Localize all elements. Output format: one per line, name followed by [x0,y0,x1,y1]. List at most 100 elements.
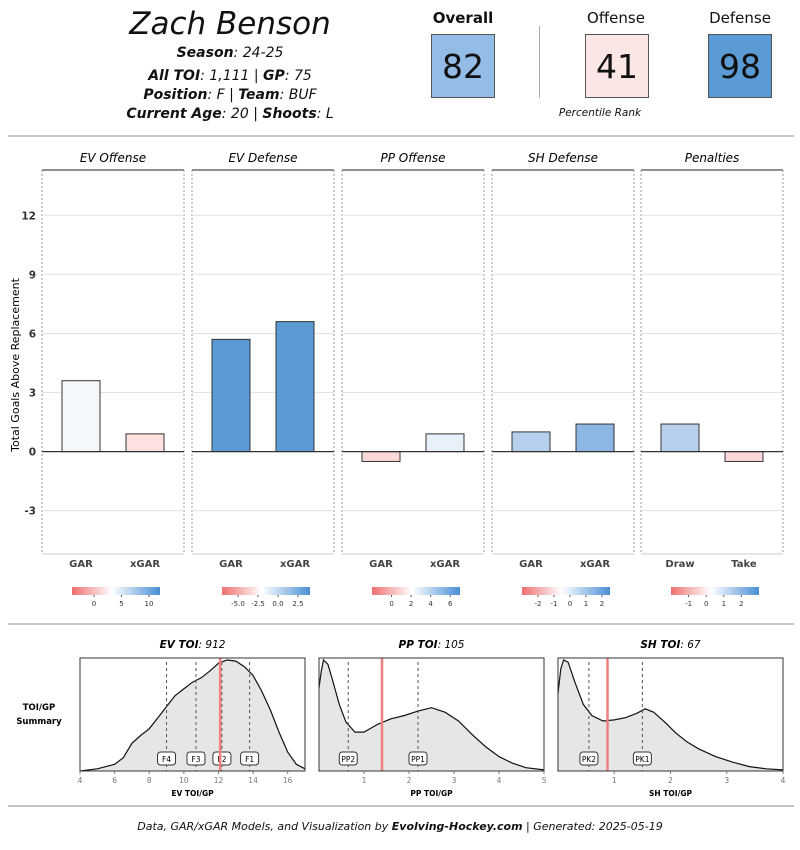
footer: Data, GAR/xGAR Models, and Visualization… [0,820,800,833]
legend-tick-label: 1 [722,600,726,608]
gp-label: GP [263,68,285,84]
line-marker-box [186,751,206,766]
offense-label: Offense [587,9,645,27]
x-axis-tick-label: 6 [112,776,117,785]
bar-gar [361,451,401,462]
legend-tick-label: 2 [409,600,413,608]
footer-prefix: Data, GAR/xGAR Models, and Visualization… [137,820,392,833]
density-curve [557,659,784,771]
panel-title: PP Offense [380,151,445,165]
x-tick-label: GAR [69,559,93,570]
line-marker-label: F4 [162,755,171,764]
legend-tick-label: -2 [535,600,542,608]
panel-title: Penalties [685,151,740,165]
y-axis-label: Total Goals Above Replacement [9,277,22,452]
line-marker-box [157,751,177,766]
team-label: Team [238,87,280,103]
season-value: : 24-25 [233,45,284,61]
age-label: Current Age [126,106,222,122]
x-axis-tick-label: 4 [78,776,83,785]
x-axis-tick-label: 4 [781,776,786,785]
x-axis-tick-label: 3 [724,776,729,785]
position-team-line: Position: F | Team: BUF [60,87,400,103]
toi-gp-line: All TOI: 1,111 | GP: 75 [60,68,400,84]
legend-tick-label: -2.5 [251,600,265,608]
bar-gar [61,380,101,453]
legend-tick-label: 10 [145,600,154,608]
density-area [80,660,305,771]
y-tick-label: 12 [21,210,36,222]
x-tick-label: GAR [219,559,243,570]
color-legend-bar [72,587,160,595]
legend-tick-label: 4 [428,600,433,608]
legend-tick-label: 0 [92,600,96,608]
toi-panel-title: EV TOI: 912 [160,639,226,651]
y-tick-label: 3 [29,388,36,400]
x-axis-tick-label: 2 [407,776,412,785]
legend-tick-label: 0 [568,600,572,608]
x-tick-label: xGAR [280,559,310,570]
bar-xgar [575,423,615,453]
x-axis-tick-label: 12 [214,776,224,785]
legend-tick-label: 2.5 [292,600,303,608]
line-marker-label: F2 [217,755,226,764]
density-curve [318,658,545,771]
line-marker-box [632,751,652,766]
density-frame [79,657,306,772]
toi-label: All TOI [148,68,201,84]
legend-tick-label: 0 [389,600,393,608]
x-axis-label: EV TOI/GP [171,789,214,798]
x-axis-label: SH TOI/GP [649,789,692,798]
age-value: : 20 | [221,106,263,122]
legend-tick-label: 1 [584,600,588,608]
x-axis-label: PP TOI/GP [410,789,453,798]
bar-draw [660,423,700,453]
line-marker-label: PP2 [341,755,355,764]
position-value: : F | [207,87,239,103]
y-tick-label: -3 [24,506,36,518]
color-legend-bar [222,587,310,595]
x-axis-tick-label: 1 [612,776,617,785]
x-axis-tick-label: 14 [248,776,258,785]
bar-xgar [125,433,165,453]
footer-brand: Evolving-Hockey.com [391,820,523,833]
y-tick-label: 9 [29,269,36,281]
color-legend-bar [522,587,610,595]
x-tick-label: xGAR [130,559,160,570]
x-axis-tick-label: 3 [452,776,457,785]
x-tick-label: GAR [369,559,393,570]
defense-label: Defense [709,9,771,27]
season-line: Season: 24-25 [60,45,400,61]
season-label: Season [176,45,234,61]
x-axis-tick-label: 4 [497,776,502,785]
legend-tick-label: -5.0 [231,600,245,608]
y-tick-label: 0 [29,447,36,459]
position-label: Position [143,87,208,103]
footer-suffix: | Generated: 2025-05-19 [522,820,663,833]
x-tick-label: xGAR [580,559,610,570]
bar-gar [511,431,551,453]
age-shoots-line: Current Age: 20 | Shoots: L [60,106,400,122]
bar-gar [211,338,251,453]
line-marker-box [240,751,260,766]
gp-value: : 75 [284,68,312,84]
legend-tick-label: 0 [704,600,708,608]
x-axis-tick-label: 5 [542,776,547,785]
density-area [319,660,544,771]
x-tick-label: Draw [665,559,694,570]
x-axis-tick-label: 8 [147,776,152,785]
line-marker-label: PK2 [582,755,596,764]
bar-xgar [275,321,315,453]
line-marker-box [408,751,428,766]
panel-title: EV Defense [228,151,297,165]
side-label-line1: TOI/GP [23,703,56,713]
toi-value: : 1,111 | [200,68,264,84]
legend-tick-label: -1 [551,600,558,608]
line-marker-label: PP1 [411,755,425,764]
density-frame [318,657,545,772]
line-marker-label: F1 [245,755,254,764]
line-marker-label: F3 [191,755,200,764]
legend-tick-label: 0.0 [272,600,283,608]
legend-tick-label: -1 [685,600,692,608]
